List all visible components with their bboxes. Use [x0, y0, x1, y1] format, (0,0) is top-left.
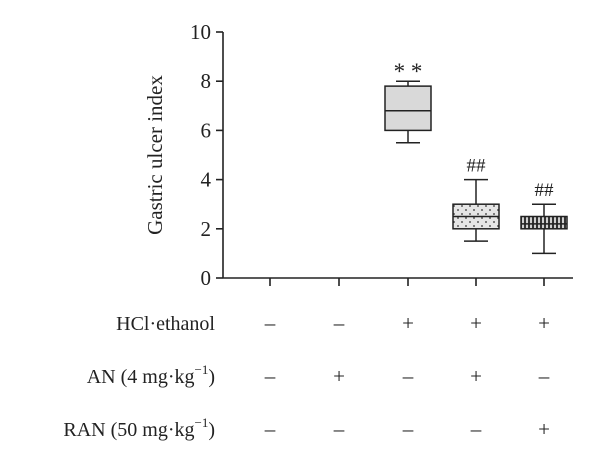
minus-sign: –: [402, 417, 414, 441]
minus-sign: –: [538, 364, 550, 388]
row-label-ran: RAN (50 mg·kg−1): [63, 415, 215, 441]
plus-sign: +: [470, 311, 482, 335]
y-tick-label: 8: [201, 69, 212, 93]
minus-sign: –: [333, 311, 345, 335]
plus-sign: +: [470, 364, 482, 388]
y-tick-label: 10: [190, 20, 211, 44]
y-tick-label: 2: [201, 217, 212, 241]
y-axis-ticks: 0 2 4 6 8 10: [190, 20, 223, 290]
y-tick-label: 4: [201, 168, 212, 192]
plus-sign: +: [538, 311, 550, 335]
minus-sign: –: [264, 417, 276, 441]
significance-label: ##: [467, 156, 487, 177]
iqr-box: [520, 215, 568, 230]
x-axis-ticks: [269, 278, 545, 286]
plus-sign: +: [333, 364, 345, 388]
minus-sign: –: [264, 311, 276, 335]
significance-markers: * * ## ##: [394, 59, 554, 201]
minus-sign: –: [333, 417, 345, 441]
y-axis-label: Gastric ulcer index: [143, 75, 167, 235]
minus-sign: –: [470, 417, 482, 441]
treatment-table: HCl·ethanol AN (4 mg·kg−1) RAN (50 mg·kg…: [63, 311, 550, 441]
plus-sign: +: [538, 417, 550, 441]
y-tick-label: 0: [201, 266, 212, 290]
box-group: [384, 80, 432, 144]
chart-axes: [222, 32, 573, 279]
minus-sign: –: [264, 364, 276, 388]
minus-sign: –: [402, 364, 414, 388]
row-label-hcl-ethanol: HCl·ethanol: [116, 313, 215, 335]
row-label-an: AN (4 mg·kg−1): [87, 362, 215, 388]
significance-label: * *: [394, 59, 423, 84]
box-series: [384, 80, 568, 255]
significance-label: ##: [535, 180, 555, 201]
y-tick-label: 6: [201, 118, 212, 142]
plus-sign: +: [402, 311, 414, 335]
box-group: [452, 178, 500, 242]
iqr-box: [384, 85, 432, 132]
box-group: [520, 203, 568, 255]
